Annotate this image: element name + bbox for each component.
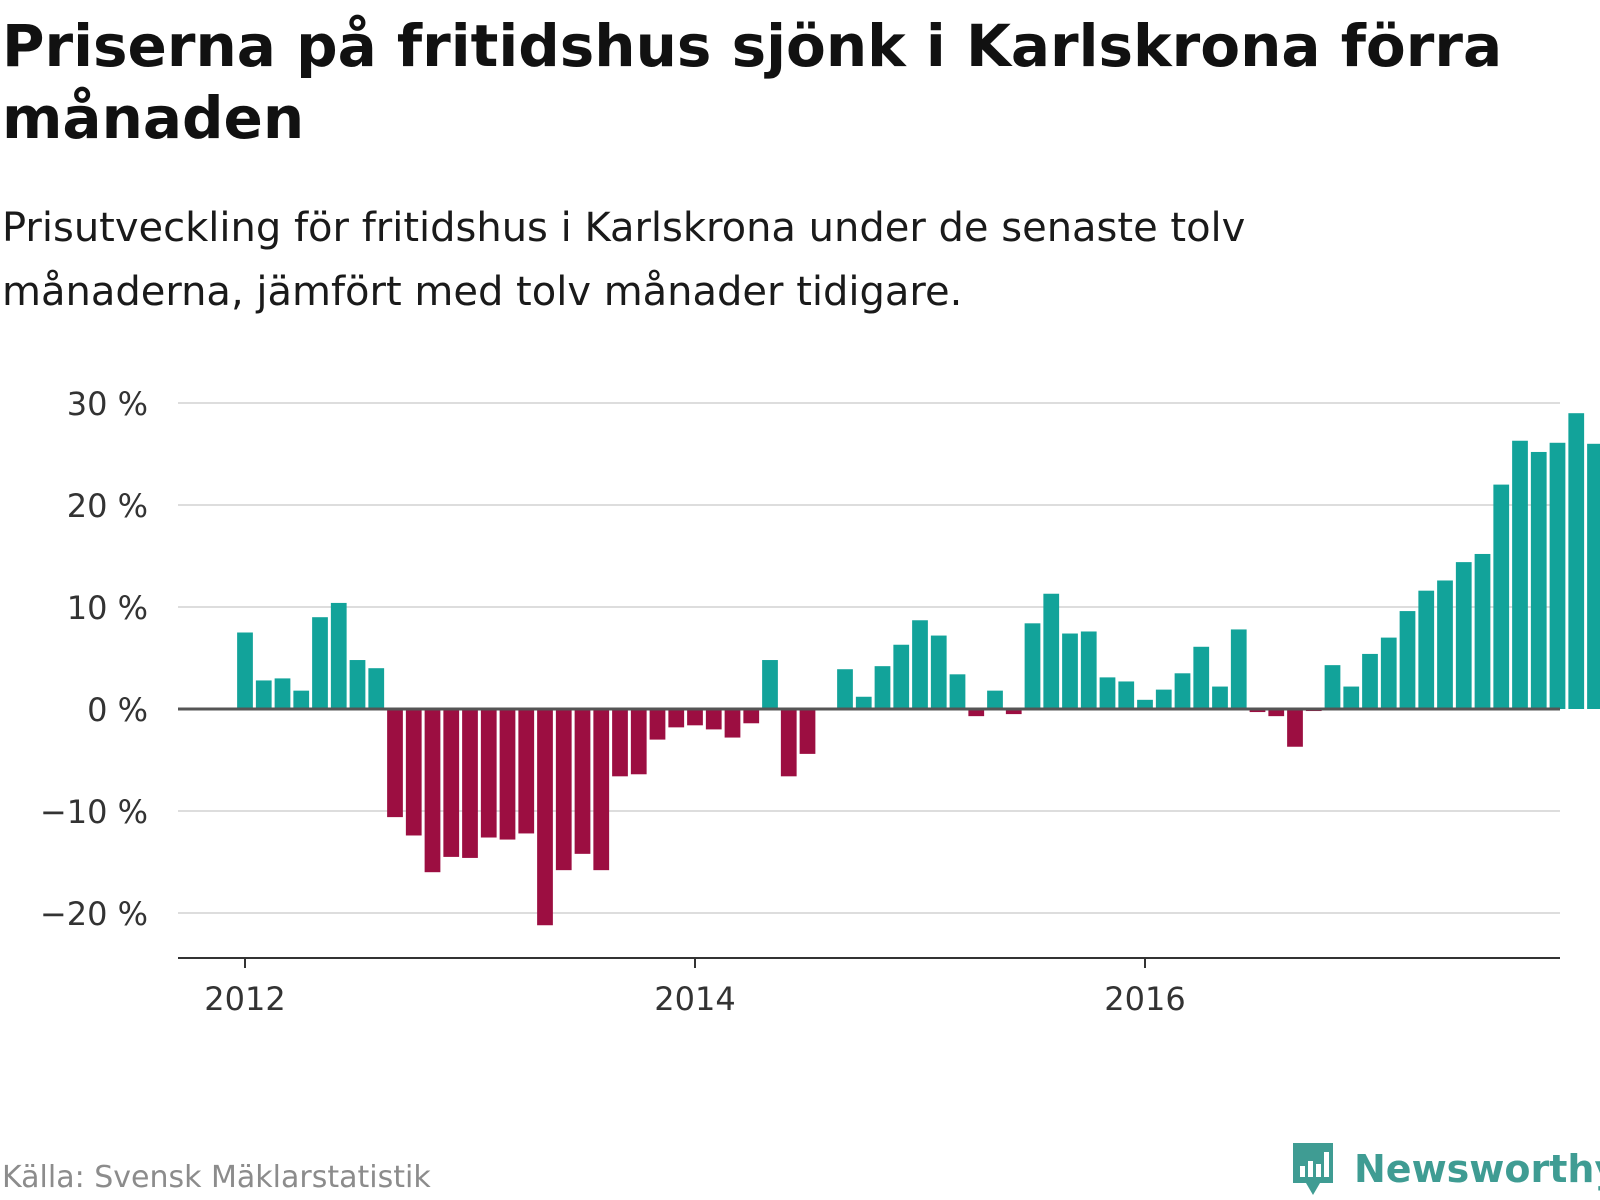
y-tick-label: 30 %	[67, 385, 148, 423]
bar	[255, 680, 272, 709]
bar	[349, 660, 366, 709]
bar	[1362, 653, 1378, 709]
bar	[1024, 623, 1041, 709]
bar	[424, 709, 441, 873]
bar	[387, 709, 403, 818]
bar	[593, 709, 610, 871]
bar	[1005, 709, 1022, 715]
bars	[237, 413, 1600, 926]
bar	[630, 709, 647, 775]
bar	[1399, 611, 1416, 709]
bar-chart: 30 % 20 % 10 % 0 % −10 % −20 % 2012 2014 2016 20…	[40, 385, 1600, 1018]
bar	[1568, 413, 1585, 709]
bar	[1118, 681, 1135, 709]
bar	[1099, 677, 1116, 709]
bar	[499, 709, 516, 840]
x-axis: 201220142016201920212023	[178, 707, 1560, 1018]
brand-logo: Newsworthy	[1290, 1140, 1600, 1198]
y-tick-label: 0 %	[87, 691, 148, 729]
bar	[649, 709, 666, 740]
bar	[1418, 590, 1435, 709]
bar	[949, 674, 966, 709]
bar	[799, 709, 816, 754]
bar	[668, 709, 685, 728]
bar	[443, 709, 460, 857]
bar	[1062, 633, 1078, 709]
bar	[1343, 686, 1360, 709]
y-tick-label: −10 %	[40, 793, 148, 831]
y-tick-label: 20 %	[67, 487, 148, 525]
bar	[1530, 451, 1547, 709]
y-axis-labels: 30 % 20 % 10 % 0 % −10 % −20 %	[40, 385, 148, 933]
bar	[1474, 553, 1491, 709]
bar	[1268, 709, 1285, 717]
bar	[1324, 665, 1341, 709]
y-tick-label: 10 %	[67, 589, 148, 627]
bar	[968, 709, 985, 717]
bar	[368, 668, 385, 709]
bar	[705, 709, 722, 730]
bar	[1493, 484, 1510, 709]
bar	[912, 620, 928, 709]
bar	[687, 709, 703, 726]
bar	[1587, 443, 1600, 709]
bar	[1155, 689, 1172, 709]
bar	[780, 709, 797, 777]
bar	[1137, 699, 1153, 709]
y-tick-label: −20 %	[40, 895, 148, 933]
source-note: Källa: Svensk Mäklarstatistik	[2, 1160, 431, 1195]
bar	[274, 678, 291, 709]
bar	[1549, 442, 1566, 709]
bar	[1249, 709, 1266, 713]
bar	[1437, 580, 1453, 709]
x-tick-label: 2016	[1104, 980, 1185, 1018]
bar	[724, 709, 741, 738]
bar	[330, 602, 347, 709]
bar	[837, 669, 853, 709]
bar	[1043, 593, 1060, 709]
bar	[574, 709, 591, 854]
bar	[293, 690, 310, 709]
bar	[1174, 673, 1191, 709]
bar	[987, 690, 1003, 709]
grid-lines	[178, 402, 1560, 914]
bar	[762, 660, 778, 709]
bar	[480, 709, 497, 838]
bar	[612, 709, 628, 777]
bar	[1080, 631, 1097, 709]
bar	[405, 709, 422, 836]
bar	[930, 635, 947, 709]
bar	[1455, 562, 1472, 709]
bar	[555, 709, 572, 871]
bar	[1287, 709, 1303, 747]
bar	[1512, 440, 1528, 709]
bar-chart-speech-bubble-icon	[1293, 1143, 1333, 1195]
bar	[462, 709, 478, 858]
chart-title: Priserna på fritidshus sjönk i Karlskron…	[2, 12, 1503, 152]
x-tick-label: 2012	[204, 980, 285, 1018]
brand-name: Newsworthy	[1354, 1147, 1600, 1191]
bar	[537, 709, 553, 926]
bar	[743, 709, 760, 724]
bar	[893, 644, 910, 709]
bar	[237, 632, 253, 709]
chart-subtitle: Prisutveckling för fritidshus i Karlskro…	[2, 205, 1246, 315]
bar	[1380, 637, 1397, 709]
bar	[312, 617, 328, 709]
bar	[855, 696, 872, 709]
x-tick-label: 2014	[654, 980, 735, 1018]
bar	[1230, 629, 1247, 709]
bar	[874, 666, 891, 709]
bar	[1212, 686, 1228, 709]
bar	[1193, 646, 1210, 709]
bar	[518, 709, 535, 834]
